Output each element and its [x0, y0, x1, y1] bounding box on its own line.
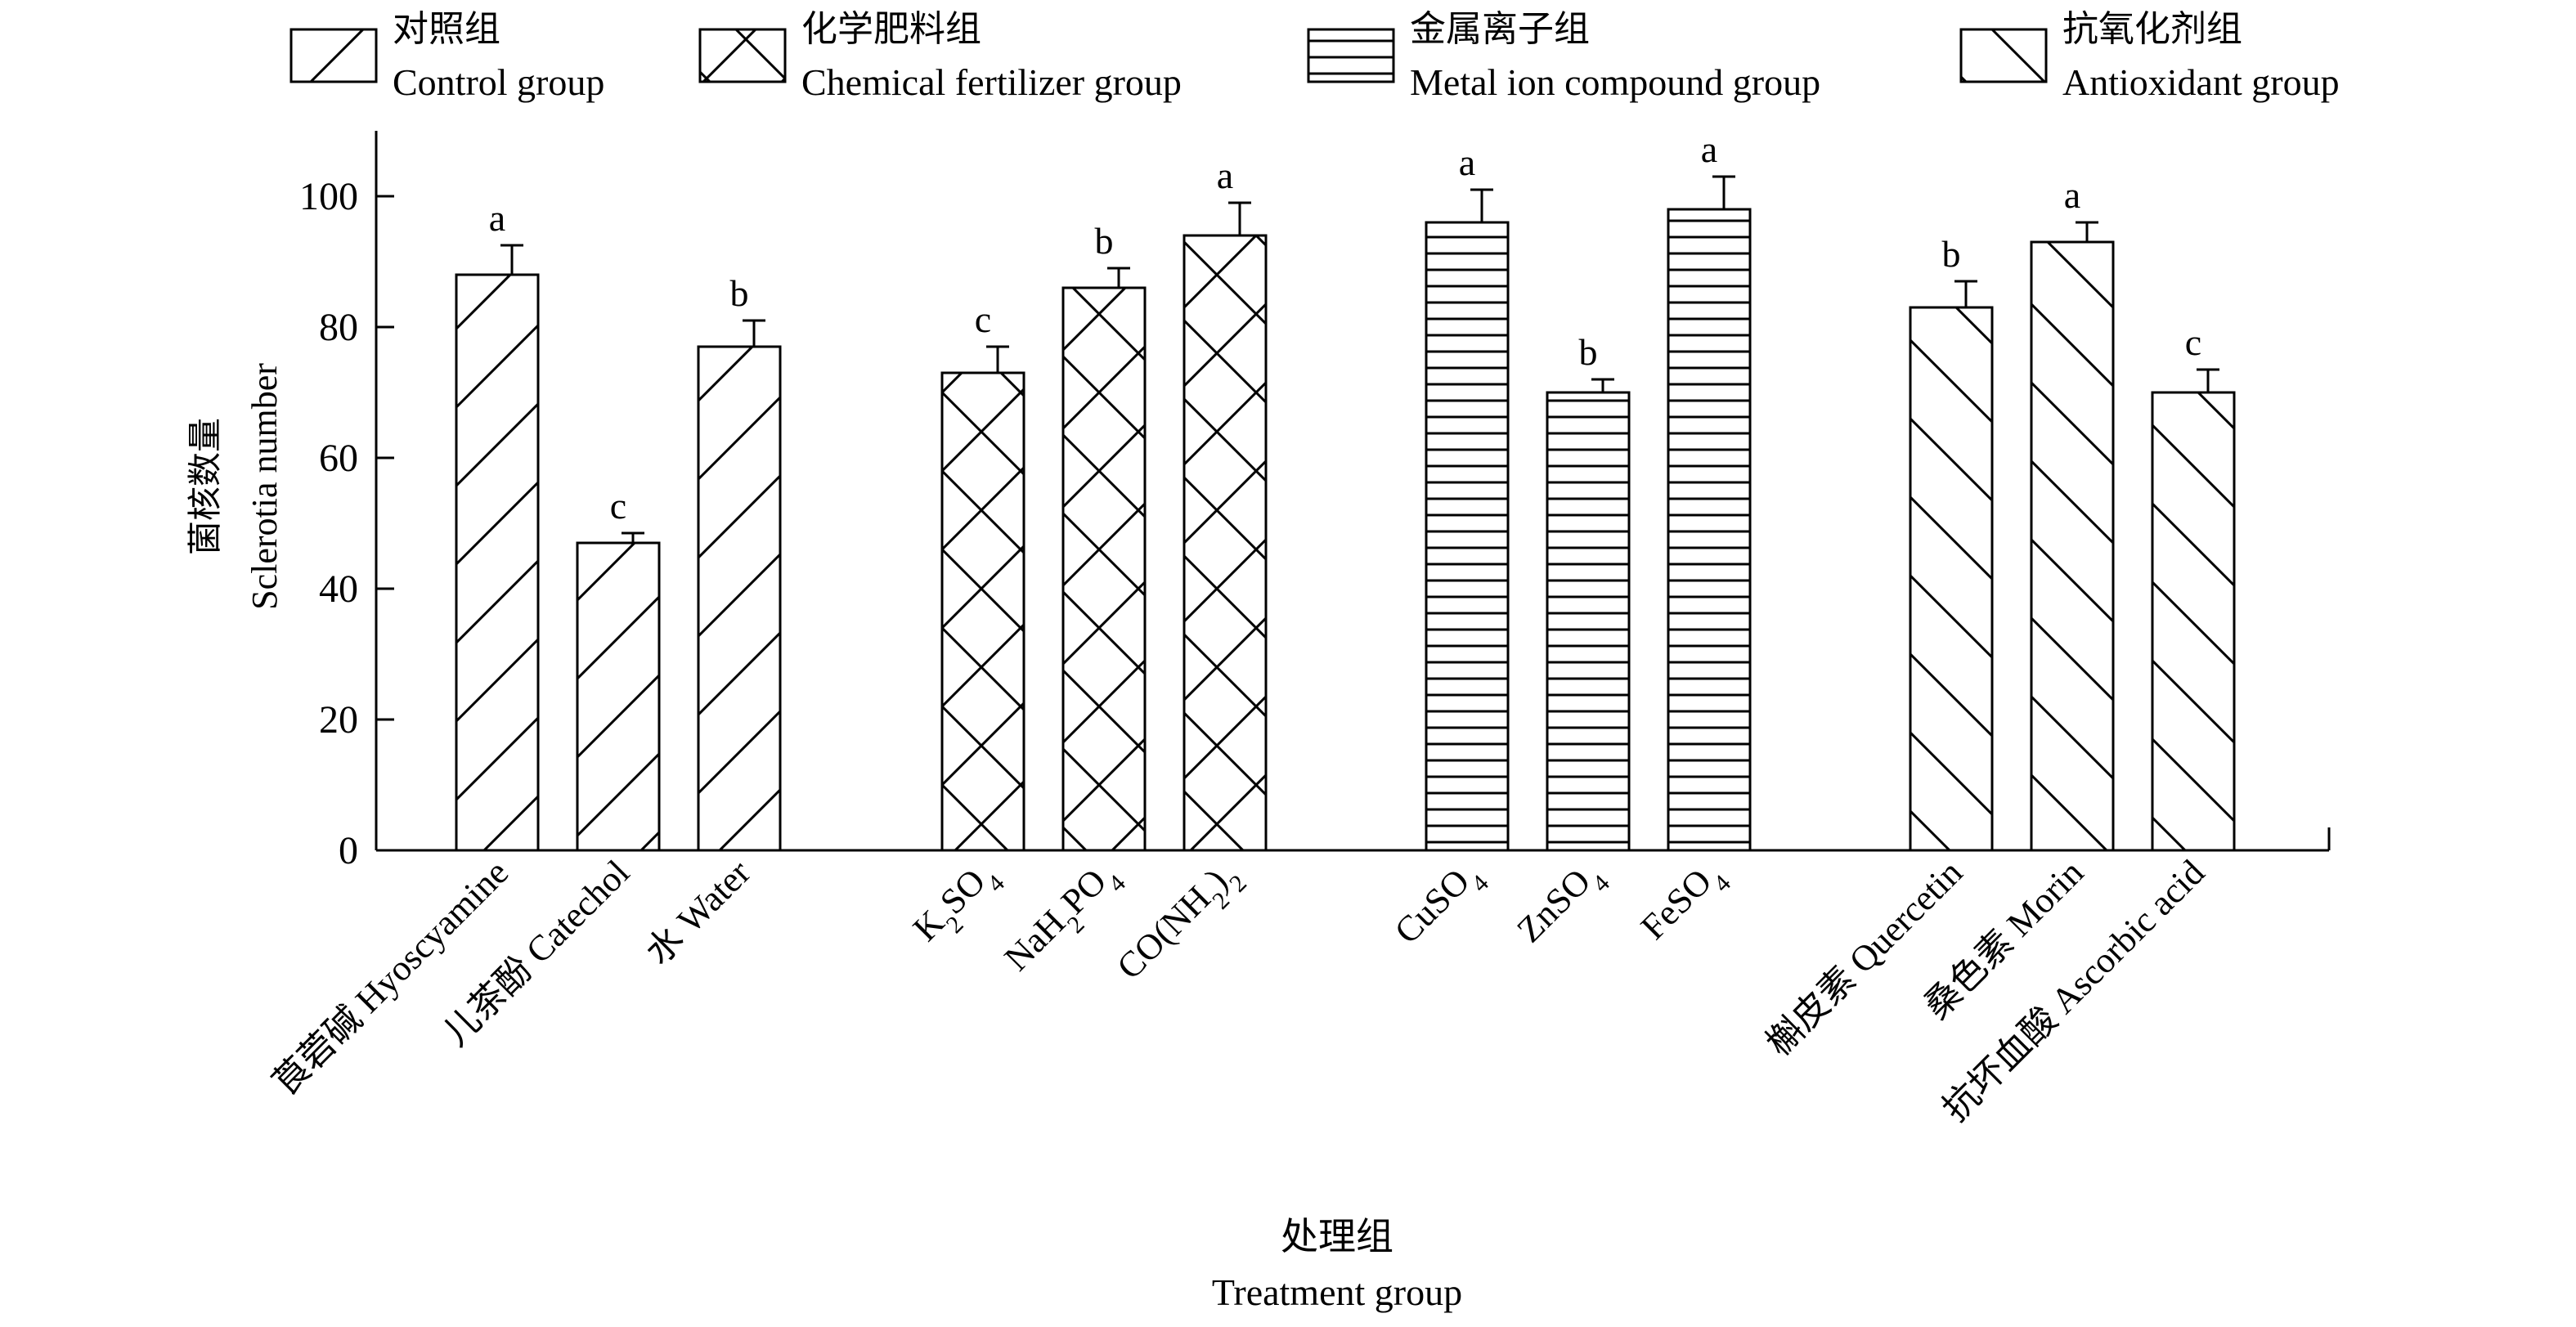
significance-letter: a: [1459, 141, 1475, 183]
category-label: FeSO4: [1633, 852, 1736, 955]
legend-swatch: [1959, 28, 2048, 83]
bar: [1061, 286, 1147, 852]
category-label: 槲皮素 Quercetin: [1759, 852, 1970, 1063]
category-label: NaH2PO4: [997, 852, 1131, 986]
category-label: 莨菪碱 Hyoscyamine: [265, 852, 516, 1103]
legend-swatch: [1307, 28, 1395, 83]
significance-letter: a: [1217, 155, 1233, 196]
bar: [455, 273, 540, 852]
category-label: ZnSO4: [1509, 852, 1614, 957]
bar: [940, 371, 1025, 852]
legend-item: 化学肥料组 Chemical fertilizer group: [698, 9, 1182, 103]
y-tick-label: 100: [299, 175, 358, 218]
legend-label-en: Antioxidant group: [2062, 61, 2340, 103]
y-tick-label: 20: [319, 698, 358, 742]
significance-letter: b: [1942, 233, 1961, 275]
bar: [1546, 391, 1631, 852]
y-tick-label: 40: [319, 567, 358, 611]
legend-item: 抗氧化剂组 Antioxidant group: [1959, 9, 2340, 103]
legend-label-zh: 对照组: [393, 9, 500, 49]
y-tick-label: 80: [319, 306, 358, 349]
significance-letter: c: [975, 298, 991, 340]
bar: [697, 345, 782, 852]
bar: [2030, 240, 2115, 852]
legend-label-zh: 抗氧化剂组: [2062, 9, 2242, 49]
legend-label-en: Metal ion compound group: [1410, 61, 1820, 103]
x-axis-label-zh: 处理组: [1281, 1216, 1393, 1258]
bars: a c b c b a a b a b a c: [455, 128, 2236, 852]
significance-letter: c: [610, 485, 626, 527]
significance-letter: b: [1579, 331, 1598, 373]
bar: [1425, 221, 1510, 852]
category-label: CuSO4: [1387, 852, 1494, 959]
category-label: 水 Water: [638, 852, 758, 972]
bar: [576, 541, 661, 852]
legend-label-zh: 化学肥料组: [801, 9, 981, 49]
bar: [1667, 208, 1752, 852]
bar: [1183, 234, 1268, 852]
significance-letter: b: [730, 272, 749, 314]
y-axis-label-en: Sclerotia number: [245, 363, 285, 610]
legend-swatch: [289, 28, 378, 83]
category-label: K2SO4: [905, 852, 1010, 957]
y-axis-label-zh: 菌核数量: [187, 418, 225, 555]
bar: [1909, 306, 1994, 852]
legend-label-zh: 金属离子组: [1410, 9, 1590, 49]
legend-item: 对照组 Control group: [289, 9, 604, 103]
y-tick-label: 0: [339, 829, 358, 872]
legend-label-en: Control group: [393, 61, 604, 103]
legend-item: 金属离子组 Metal ion compound group: [1307, 9, 1820, 103]
significance-letter: c: [2185, 321, 2201, 363]
significance-letter: a: [2064, 174, 2080, 216]
significance-letter: a: [489, 197, 505, 239]
x-axis-label-en: Treatment group: [1212, 1271, 1462, 1313]
y-tick-label: 60: [319, 437, 358, 480]
legend-swatch: [698, 28, 787, 83]
legend: 对照组 Control group 化学肥料组 Chemical fertilizer…: [289, 9, 2340, 103]
significance-letter: a: [1701, 128, 1717, 170]
significance-letter: b: [1095, 220, 1114, 262]
category-label: CO(NH2)2: [1109, 852, 1251, 994]
bar: [2151, 391, 2236, 852]
legend-label-en: Chemical fertilizer group: [801, 61, 1182, 103]
